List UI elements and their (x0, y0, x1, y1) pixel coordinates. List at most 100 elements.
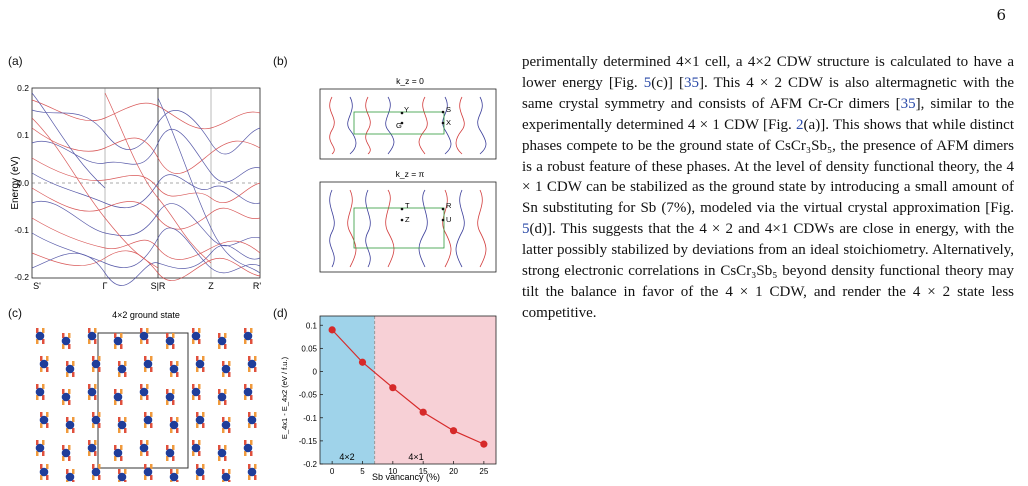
fs-point: S (446, 105, 451, 114)
fs-top-title: k_z = 0 (396, 76, 424, 86)
chart-ylabel: E_4x1 - E_4x2 (eV / f.u.) (280, 356, 289, 439)
atom-site (35, 328, 45, 344)
x-tick-label: 0 (330, 467, 335, 476)
data-point (328, 326, 336, 334)
y-tick-label: -0.2 (303, 460, 317, 469)
atom-site (217, 389, 227, 405)
region-label-4x2: 4×2 (339, 452, 354, 462)
band-xtick: Z (208, 281, 214, 291)
atom-site (117, 361, 127, 377)
atom-site (61, 333, 71, 349)
atom-site (113, 333, 123, 349)
atom-site (191, 440, 201, 456)
band-xtick: S' (33, 281, 41, 291)
text-run: (d)]. This suggests that the 4 × 2 and 4… (522, 221, 1014, 321)
atom-site (35, 440, 45, 456)
atom-site (247, 464, 257, 480)
atom-site (221, 469, 231, 482)
x-tick-label: 10 (388, 467, 397, 476)
region-4x2 (320, 316, 375, 464)
panel-label-d: (d) (273, 306, 288, 320)
text-run: (c)] [ (651, 74, 684, 91)
x-tick-label: 5 (360, 467, 365, 476)
atom-site (61, 389, 71, 405)
region-label-4x1: 4×1 (408, 452, 423, 462)
fs-point: Z (405, 215, 410, 224)
atom-site (139, 328, 149, 344)
atom-site (39, 356, 49, 372)
text-run: ]. This 4 × 2 CDW is also altermagnetic … (522, 74, 1015, 112)
atom-site (247, 412, 257, 428)
atom-site (247, 356, 257, 372)
atom-site (243, 384, 253, 400)
page-number: 6 (996, 6, 1006, 24)
data-point (419, 408, 427, 416)
atom-site (143, 412, 153, 428)
atom-site (87, 328, 97, 344)
data-point (480, 440, 488, 448)
atom-site (243, 328, 253, 344)
atom-site (169, 361, 179, 377)
band-ytick: 0.0 (17, 178, 29, 188)
atom-site (91, 464, 101, 480)
fs-point: X (446, 118, 451, 127)
figure-ref-link[interactable]: 5 (643, 74, 652, 91)
atom-site (87, 440, 97, 456)
fs-point: G (396, 121, 402, 130)
y-tick-label: 0.1 (306, 321, 318, 330)
atom-site (117, 417, 127, 433)
band-ytick: 0.2 (17, 83, 29, 93)
series-line (331, 329, 485, 445)
figure-ref-link[interactable]: 2 (796, 116, 804, 133)
band-ytick: -0.1 (14, 225, 29, 235)
band-structure-plot: Energy (eV) 0.2 0.1 0.0 -0.1 -0.2 S' Γ S… (10, 83, 261, 291)
band-xtick: S|R (151, 281, 166, 291)
atom-site (113, 389, 123, 405)
atom-site (35, 384, 45, 400)
y-tick-label: -0.05 (299, 391, 318, 400)
citation-link[interactable]: 35 (900, 95, 916, 112)
band-xtick: R' (253, 281, 261, 291)
atom-site (195, 356, 205, 372)
atom-site (143, 464, 153, 480)
y-tick-label: 0.05 (301, 344, 317, 353)
data-point (449, 427, 458, 435)
text-run: (a)]. This shows that while distinct pha… (522, 116, 1015, 217)
crystal-structure: 4×2 ground state (35, 310, 257, 482)
fs-bottom-title: k_z = π (396, 169, 425, 179)
atom-site (91, 356, 101, 372)
atom-site (65, 361, 75, 377)
citation-link[interactable]: 35 (683, 74, 699, 91)
energy-difference-chart: 0.1 0.05 0 -0.05 -0.1 -0.15 -0.2 0 5 10 15 20 25 4×2… (280, 315, 497, 482)
atom-site (217, 445, 227, 461)
data-point (389, 384, 397, 392)
atom-site (165, 445, 175, 461)
atom-site (39, 464, 49, 480)
atom-site (221, 417, 231, 433)
band-ytick: 0.1 (17, 130, 29, 140)
y-tick-label: -0.15 (299, 437, 318, 446)
panel-label-c: (c) (8, 306, 22, 320)
fs-point: Y (404, 105, 409, 114)
atom-site (87, 384, 97, 400)
atom-site (195, 412, 205, 428)
x-tick-label: 20 (449, 467, 458, 476)
atom-site (91, 412, 101, 428)
crystal-title: 4×2 ground state (112, 310, 180, 320)
text-run: perimentally determined 4×1 cell, a 4×2 … (522, 54, 1014, 91)
atom-site (65, 417, 75, 433)
atom-site (243, 440, 253, 456)
band-ylabel: Energy (eV) (10, 156, 21, 209)
atom-site (217, 333, 227, 349)
figure-ref-link[interactable]: 5 (522, 221, 530, 238)
atom-site (65, 469, 75, 482)
atom-site (169, 417, 179, 433)
atom-site (191, 384, 201, 400)
atom-site (39, 412, 49, 428)
atom-site (169, 469, 179, 482)
body-paragraph: perimentally determined 4×1 cell, a 4×2 … (522, 52, 1014, 324)
fermi-surface-panels: k_z = 0 Y G S X k_z = π T Z R U (319, 76, 497, 273)
atom-site (165, 389, 175, 405)
y-tick-label: -0.1 (303, 414, 317, 423)
chart-xlabel: Sb vancancy (%) (372, 472, 440, 482)
